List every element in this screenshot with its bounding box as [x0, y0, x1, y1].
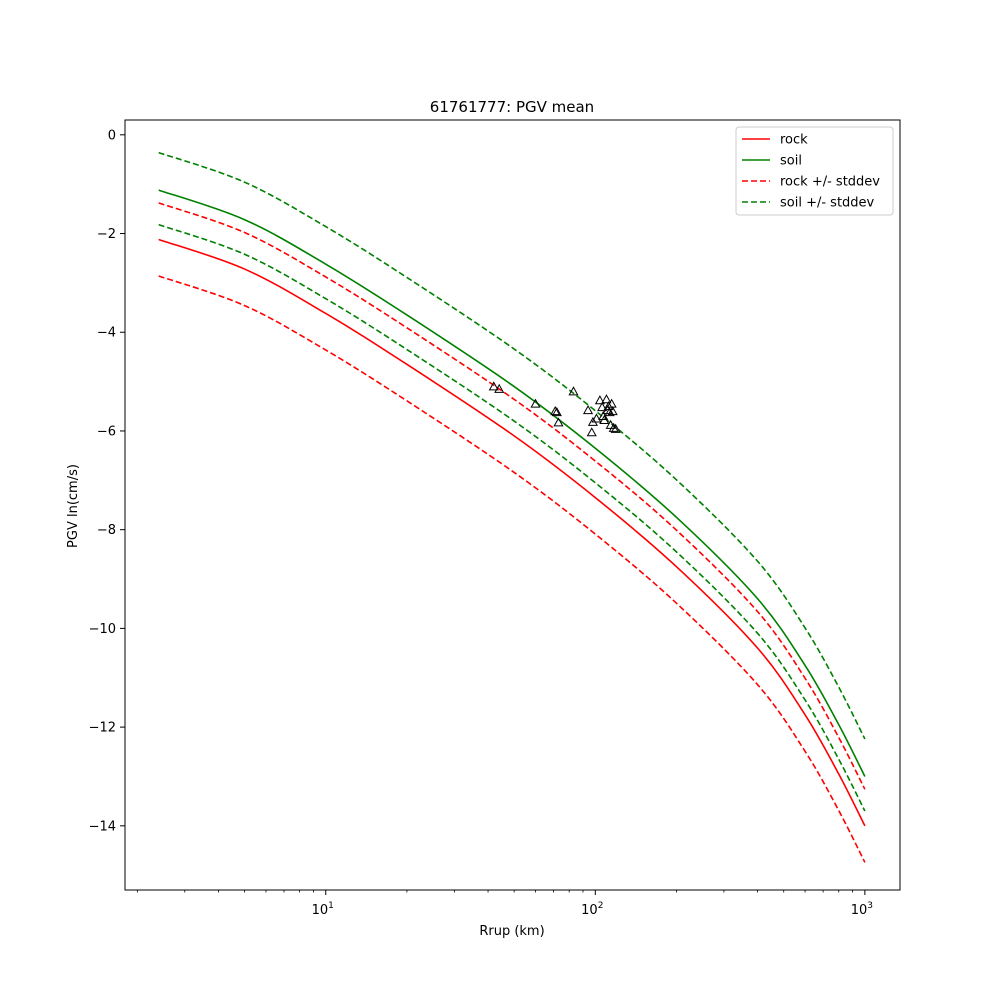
observation-point [553, 417, 564, 427]
observation-point [599, 414, 610, 424]
x-tick-label: 102 [581, 901, 603, 918]
legend-box [735, 126, 894, 216]
y-tick-label: −12 [89, 721, 116, 736]
observation-point [550, 405, 561, 416]
observation-point [607, 405, 618, 416]
x-tick-label: 103 [851, 901, 873, 918]
legend-label: rock [780, 133, 808, 148]
observation-point [608, 422, 619, 432]
x-axis-label: Rrup (km) [479, 924, 544, 939]
series-line-soil-stddev-5 [158, 223, 866, 812]
y-axis: 0 −2 −4 −6 −8 −10 −12 −14 [89, 128, 125, 834]
observation-point [530, 398, 541, 408]
x-axis: 101 102 103 [136, 890, 873, 918]
y-tick-label: 0 [108, 128, 116, 143]
observation-point [591, 413, 602, 423]
observation-point [488, 381, 499, 391]
observation-point [601, 394, 612, 404]
legend-label: soil [780, 154, 802, 169]
y-tick-label: −4 [97, 326, 116, 341]
series-line-rock-stddev-3 [158, 275, 866, 863]
series-line-soil-stddev-4 [158, 151, 866, 740]
legend: rock soil rock +/- stddev soil +/- stddev [735, 126, 894, 216]
y-tick-label: −6 [97, 424, 116, 439]
x-tick-label: 101 [312, 901, 334, 918]
y-tick-label: −14 [89, 819, 116, 834]
series-line-rock-stddev-2 [158, 202, 866, 790]
observation-point [594, 395, 605, 405]
series-line-rock-0 [158, 238, 866, 827]
observation-point [597, 402, 608, 412]
observation-point [606, 398, 617, 408]
series-layer [158, 151, 866, 863]
observations-layer [488, 381, 621, 437]
observation-point [604, 406, 615, 417]
plot-area-frame [124, 119, 901, 891]
observation-point [568, 386, 579, 396]
legend-label: rock +/- stddev [780, 175, 880, 190]
y-tick-label: −2 [97, 227, 116, 242]
legend-label: soil +/- stddev [780, 196, 875, 211]
y-axis-label: PGV ln(cm/s) [66, 464, 81, 548]
observation-point [586, 427, 597, 437]
observation-point [583, 405, 594, 415]
observation-point [494, 383, 505, 393]
y-tick-label: −8 [97, 523, 116, 538]
chart-title: 61761777: PGV mean [430, 98, 594, 116]
series-line-soil-1 [158, 189, 866, 777]
observation-point [610, 423, 621, 433]
observation-point [551, 406, 562, 417]
y-tick-label: −10 [89, 622, 116, 637]
